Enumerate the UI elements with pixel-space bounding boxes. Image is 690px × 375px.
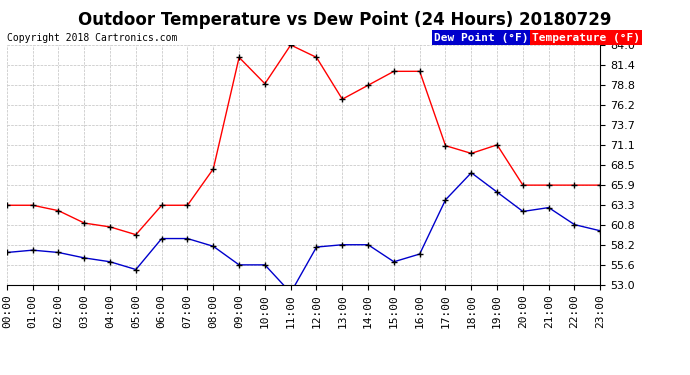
Text: Temperature (°F): Temperature (°F): [532, 33, 640, 43]
Text: Outdoor Temperature vs Dew Point (24 Hours) 20180729: Outdoor Temperature vs Dew Point (24 Hou…: [78, 11, 612, 29]
Text: Dew Point (°F): Dew Point (°F): [434, 33, 529, 43]
Text: Copyright 2018 Cartronics.com: Copyright 2018 Cartronics.com: [7, 33, 177, 43]
